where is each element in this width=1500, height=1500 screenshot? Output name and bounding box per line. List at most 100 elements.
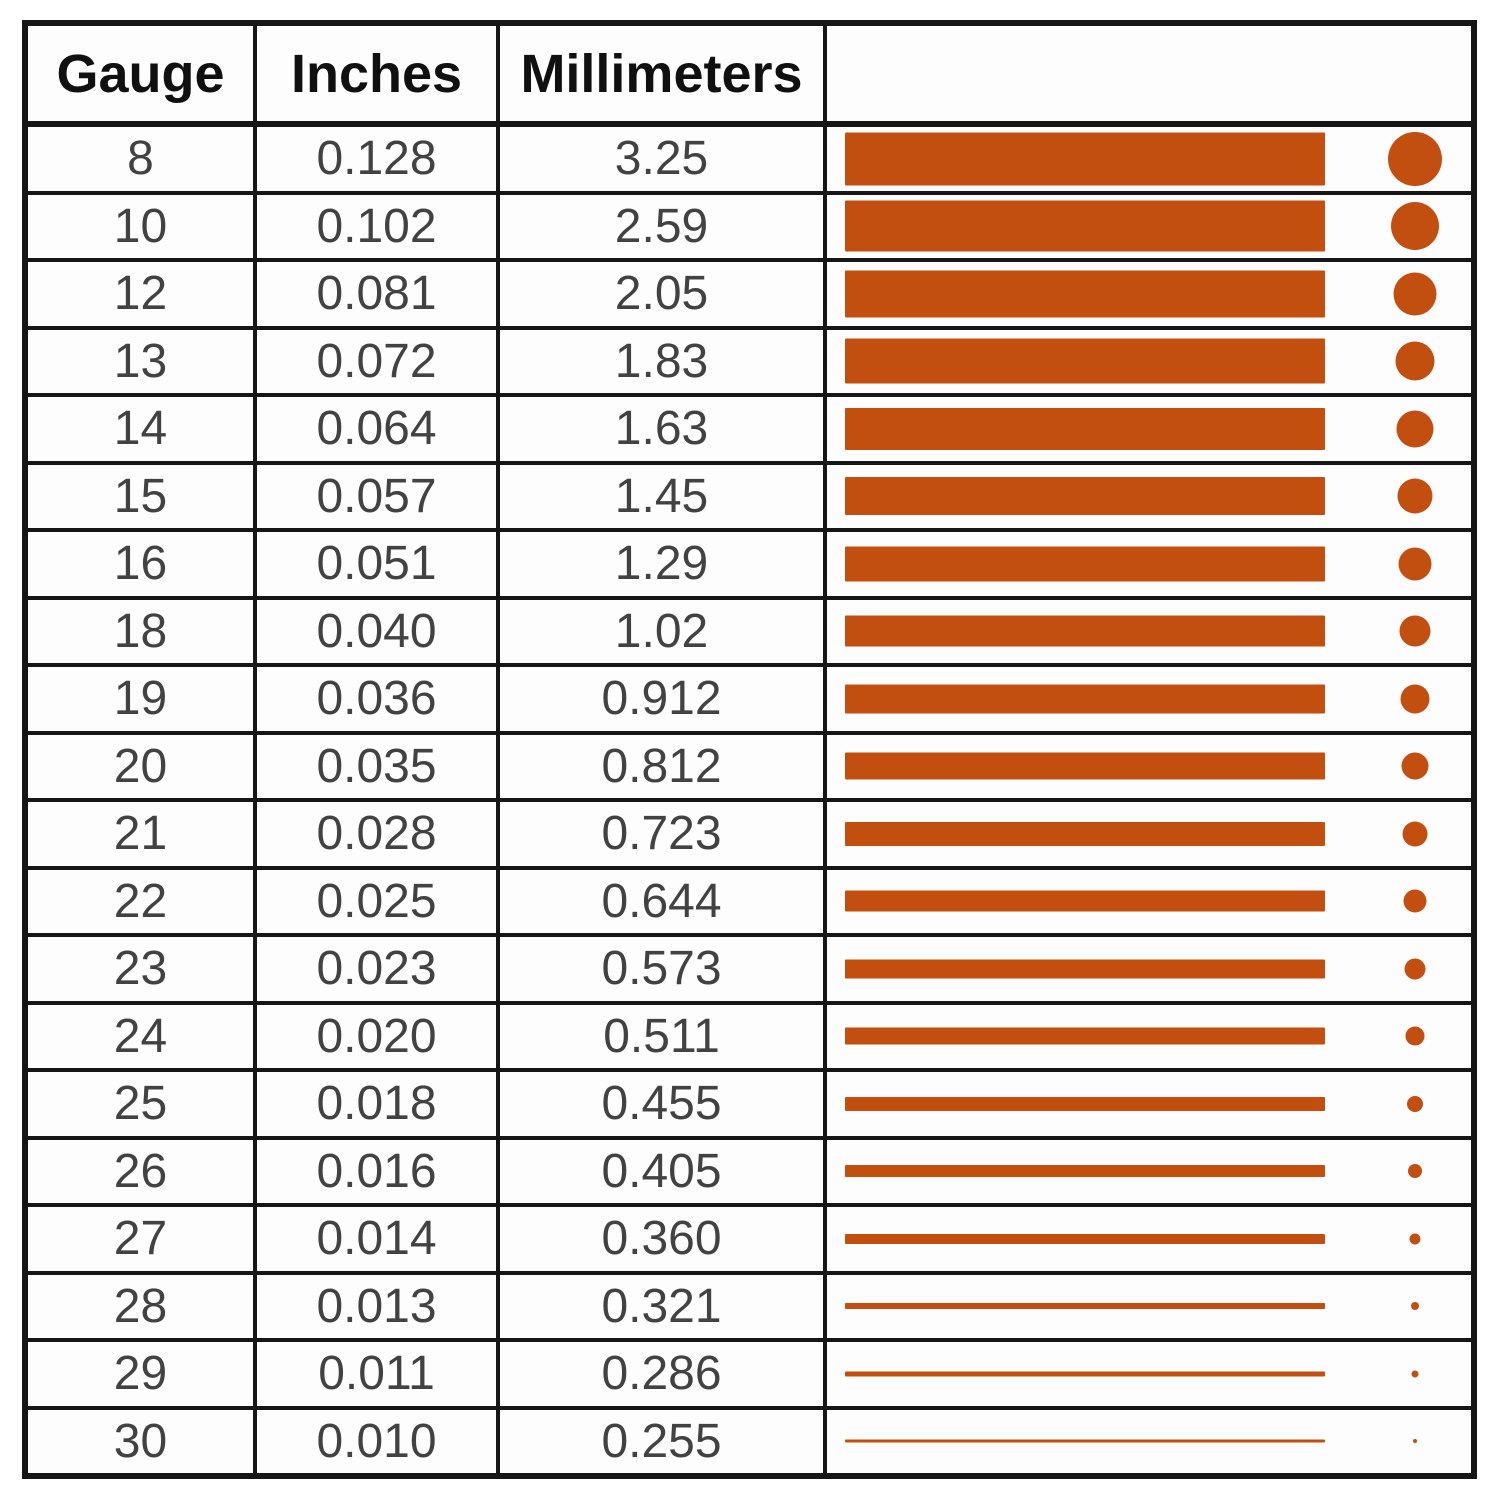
- gauge-cell-value: 10: [113, 199, 168, 253]
- gauge-cell: 27: [28, 1207, 253, 1271]
- mm-cell: 1.83: [496, 329, 823, 393]
- gauge-cell: 25: [28, 1072, 253, 1136]
- wire-cross-section-dot: [1411, 1370, 1419, 1378]
- mm-cell: 0.321: [496, 1274, 823, 1338]
- gauge-cell-value: 15: [113, 469, 168, 523]
- mm-cell: 0.573: [496, 937, 823, 1001]
- gauge-cell: 18: [28, 600, 253, 664]
- wire-thickness-bar: [845, 821, 1325, 846]
- mm-cell-value: 0.255: [601, 1414, 722, 1468]
- inches-cell-value: 0.035: [316, 739, 437, 793]
- wire-cross-section-dot: [1388, 131, 1442, 186]
- inches-cell-value: 0.016: [316, 1144, 437, 1198]
- wire-thickness-bar: [845, 338, 1325, 384]
- gauge-cell-value: 29: [113, 1347, 168, 1401]
- inches-cell: 0.128: [253, 127, 496, 191]
- table-row: 20 0.035 0.812: [28, 730, 1471, 799]
- wire-cross-section-dot: [1404, 958, 1426, 980]
- mm-cell: 1.45: [496, 464, 823, 528]
- inches-cell: 0.013: [253, 1274, 496, 1338]
- wire-cross-section-dot: [1405, 1026, 1425, 1046]
- wire-cross-section-dot: [1413, 1439, 1417, 1444]
- table-row: 14 0.064 1.63: [28, 393, 1471, 461]
- table-row: 29 0.011 0.286: [28, 1338, 1471, 1406]
- wire-thickness-bar: [845, 270, 1325, 318]
- header-visual: [823, 26, 1471, 121]
- mm-cell: 1.02: [496, 599, 823, 663]
- inches-cell: 0.102: [253, 194, 496, 258]
- gauge-cell: 26: [28, 1140, 253, 1204]
- visual-cell: [823, 599, 1471, 663]
- inches-cell: 0.023: [253, 937, 496, 1001]
- wire-cross-section-dot: [1408, 1164, 1422, 1179]
- wire-cross-section-dot: [1411, 1302, 1419, 1311]
- mm-cell-value: 0.812: [601, 739, 722, 793]
- wire-thickness-bar: [845, 1439, 1325, 1443]
- inches-cell: 0.020: [253, 1004, 496, 1068]
- gauge-cell-value: 14: [113, 402, 168, 456]
- visual-cell: [823, 869, 1471, 933]
- mm-cell-value: 0.360: [601, 1212, 722, 1266]
- visual-cell: [823, 1274, 1471, 1338]
- wire-thickness-bar: [845, 615, 1325, 647]
- gauge-cell: 23: [28, 937, 253, 1001]
- visual-cell: [823, 532, 1471, 596]
- table-header-row: Gauge Inches Millimeters: [28, 26, 1471, 123]
- mm-cell: 0.455: [496, 1072, 823, 1136]
- mm-cell-value: 0.405: [601, 1144, 722, 1198]
- table-row: 25 0.018 0.455: [28, 1068, 1471, 1136]
- mm-cell-value: 0.573: [601, 942, 722, 996]
- inches-cell: 0.072: [253, 329, 496, 393]
- inches-cell-value: 0.102: [316, 199, 437, 253]
- inches-cell-value: 0.028: [316, 807, 437, 861]
- gauge-cell: 30: [28, 1410, 253, 1474]
- mm-cell: 0.405: [496, 1139, 823, 1203]
- visual-cell: [823, 937, 1471, 1001]
- mm-cell-value: 1.83: [614, 334, 709, 388]
- table-row: 10 0.102 2.59: [28, 190, 1471, 259]
- gauge-cell: 8: [28, 127, 253, 191]
- table-row: 28 0.013 0.321: [28, 1270, 1471, 1339]
- inches-cell: 0.051: [253, 532, 496, 596]
- gauge-cell-value: 12: [113, 267, 168, 321]
- gauge-cell: 19: [28, 667, 253, 731]
- gauge-cell: 10: [28, 195, 253, 259]
- wire-cross-section-dot: [1396, 410, 1434, 448]
- inches-cell-value: 0.020: [316, 1009, 437, 1063]
- inches-cell: 0.010: [253, 1409, 496, 1473]
- inches-cell-value: 0.013: [316, 1279, 437, 1333]
- gauge-cell: 12: [28, 262, 253, 326]
- visual-cell: [823, 1072, 1471, 1136]
- inches-cell: 0.064: [253, 397, 496, 461]
- mm-cell: 0.723: [496, 802, 823, 866]
- gauge-cell: 15: [28, 465, 253, 529]
- visual-cell: [823, 329, 1471, 393]
- inches-cell: 0.018: [253, 1072, 496, 1136]
- visual-cell: [823, 1004, 1471, 1068]
- visual-cell: [823, 1409, 1471, 1473]
- gauge-cell-value: 21: [113, 807, 168, 861]
- inches-cell: 0.028: [253, 802, 496, 866]
- wire-cross-section-dot: [1409, 1233, 1421, 1245]
- mm-cell-value: 0.321: [601, 1279, 722, 1333]
- gauge-cell-value: 26: [113, 1144, 168, 1198]
- table-row: 30 0.010 0.255: [28, 1405, 1471, 1474]
- wire-cross-section-dot: [1399, 615, 1431, 647]
- wire-thickness-bar: [845, 200, 1325, 252]
- mm-cell-value: 1.29: [614, 537, 709, 591]
- table-row: 24 0.020 0.511: [28, 1000, 1471, 1068]
- gauge-cell: 20: [28, 735, 253, 799]
- inches-cell-value: 0.040: [316, 604, 437, 658]
- wire-cross-section-dot: [1391, 202, 1439, 251]
- visual-cell: [823, 1207, 1471, 1271]
- mm-cell: 0.912: [496, 667, 823, 731]
- mm-cell: 0.511: [496, 1004, 823, 1068]
- inches-cell-value: 0.036: [316, 672, 437, 726]
- inches-cell-value: 0.025: [316, 874, 437, 928]
- inches-cell: 0.057: [253, 464, 496, 528]
- gauge-cell: 28: [28, 1275, 253, 1339]
- table-row: 16 0.051 1.29: [28, 528, 1471, 596]
- wire-cross-section-dot: [1403, 889, 1427, 913]
- inches-cell-value: 0.010: [316, 1414, 437, 1468]
